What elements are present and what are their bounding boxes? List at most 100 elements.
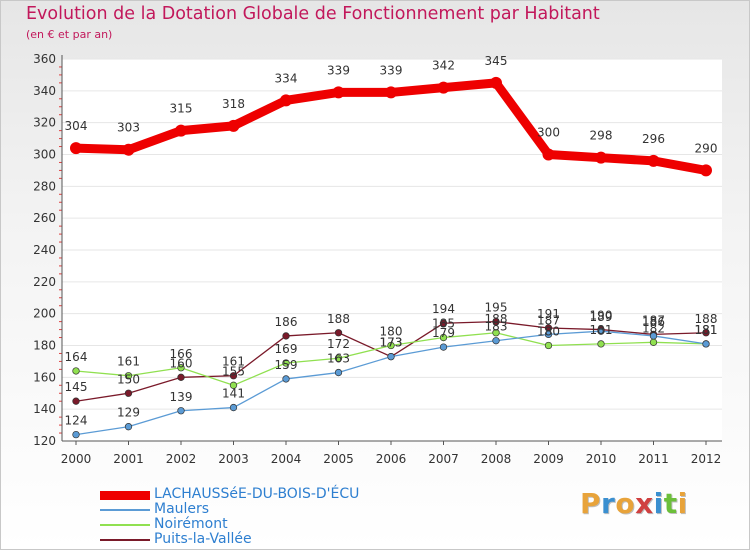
data-label: 169 [275, 342, 298, 356]
data-label: 145 [65, 380, 88, 394]
data-point [492, 337, 500, 345]
logo-letter: i [653, 487, 664, 520]
data-point [282, 375, 290, 383]
data-point [72, 430, 80, 439]
data-label: 298 [590, 129, 613, 143]
data-label: 155 [222, 364, 245, 378]
data-point [70, 142, 82, 155]
data-point [229, 381, 238, 389]
legend-swatch [100, 539, 150, 541]
y-tick-label: 140 [33, 402, 56, 416]
series-layer [70, 76, 712, 439]
logo-letter: o [615, 487, 636, 520]
y-tick-label: 180 [33, 339, 56, 353]
data-label: 187 [537, 313, 560, 327]
data-label: 182 [642, 321, 665, 335]
logo-letter: P [580, 487, 602, 520]
x-tick-label: 2004 [271, 452, 302, 466]
x-tick-label: 2009 [533, 452, 564, 466]
data-label: 183 [485, 320, 508, 334]
data-label: 318 [222, 97, 245, 111]
data-label: 139 [170, 390, 193, 404]
data-point [439, 343, 448, 351]
data-label: 187 [642, 313, 665, 327]
legend-item: Maulers [100, 501, 400, 517]
y-tick-label: 320 [33, 116, 56, 130]
data-point [439, 319, 448, 327]
data-label: 180 [537, 325, 560, 339]
data-labels-layer: 304 303 315 318 334 339 339 342 345 300 298 296 290 1… [65, 54, 718, 428]
data-point [597, 327, 605, 335]
y-tick-label: 360 [33, 52, 56, 66]
data-label: 173 [380, 336, 403, 350]
data-point [334, 368, 343, 377]
data-point [597, 340, 605, 348]
data-point [544, 330, 553, 339]
data-label: 129 [117, 406, 140, 420]
legend-label: LACHAUSSéE-DU-BOIS-D'ÉCU [154, 486, 360, 502]
data-label: 296 [642, 132, 665, 146]
data-point [649, 332, 658, 340]
data-point [544, 341, 553, 350]
y-tick-label: 220 [33, 275, 56, 289]
data-label: 124 [65, 414, 88, 428]
legend-label: Noirémont [154, 516, 228, 532]
data-point [492, 329, 500, 337]
axes: 120 140 160 180 200 220 240 260 280 300 320 340 360 2… [33, 52, 722, 466]
y-tick-label: 240 [33, 243, 56, 257]
y-tick-label: 260 [33, 211, 56, 225]
data-point [492, 317, 500, 326]
data-label: 334 [275, 71, 298, 85]
data-point [124, 423, 133, 431]
data-label: 304 [65, 119, 88, 133]
logo-letter: i [677, 487, 688, 520]
data-point [649, 338, 658, 346]
x-tick-label: 2006 [376, 452, 407, 466]
y-tick-label: 340 [33, 84, 56, 98]
data-label: 181 [695, 323, 718, 337]
data-label: 290 [695, 141, 718, 155]
data-label: 189 [590, 310, 613, 324]
data-label: 303 [117, 121, 140, 135]
data-label: 315 [170, 102, 193, 116]
data-point [227, 119, 240, 132]
logo-letter: t [663, 487, 678, 520]
legend: LACHAUSSéE-DU-BOIS-D'ÉCU Maulers Noirémont… [100, 486, 400, 547]
proxiti-logo: Proxiti [580, 487, 688, 520]
data-point [124, 389, 133, 397]
data-label: 300 [537, 126, 560, 140]
data-label: 339 [327, 63, 350, 77]
data-label: 173 [380, 336, 403, 350]
data-label: 186 [275, 315, 298, 329]
data-point [280, 94, 292, 107]
data-point [647, 154, 660, 167]
legend-swatch [100, 524, 150, 526]
data-label: 172 [327, 337, 350, 351]
data-label: 159 [275, 358, 298, 372]
data-point [332, 86, 345, 99]
data-label: 164 [65, 350, 88, 364]
x-tick-label: 2010 [586, 452, 617, 466]
legend-label: Puits-la-Vallée [154, 531, 252, 547]
legend-item: Puits-la-Vallée [100, 531, 400, 547]
data-label: 161 [222, 355, 245, 369]
data-label: 191 [537, 307, 560, 321]
data-label: 345 [485, 54, 508, 68]
data-point [124, 372, 133, 380]
data-label: 188 [695, 312, 718, 326]
x-tick-label: 2012 [691, 452, 722, 466]
data-point [229, 403, 238, 412]
legend-item: LACHAUSSéE-DU-BOIS-D'ÉCU [100, 486, 400, 502]
data-point [439, 333, 448, 342]
data-label: 185 [432, 317, 455, 331]
data-point [490, 76, 502, 89]
data-point [387, 341, 395, 350]
y-tick-label: 200 [33, 307, 56, 321]
data-point [177, 407, 185, 415]
data-label: 161 [117, 355, 140, 369]
data-point [177, 364, 185, 372]
x-tick-label: 2011 [638, 452, 669, 466]
legend-item: Noirémont [100, 516, 400, 532]
data-point [282, 332, 290, 340]
